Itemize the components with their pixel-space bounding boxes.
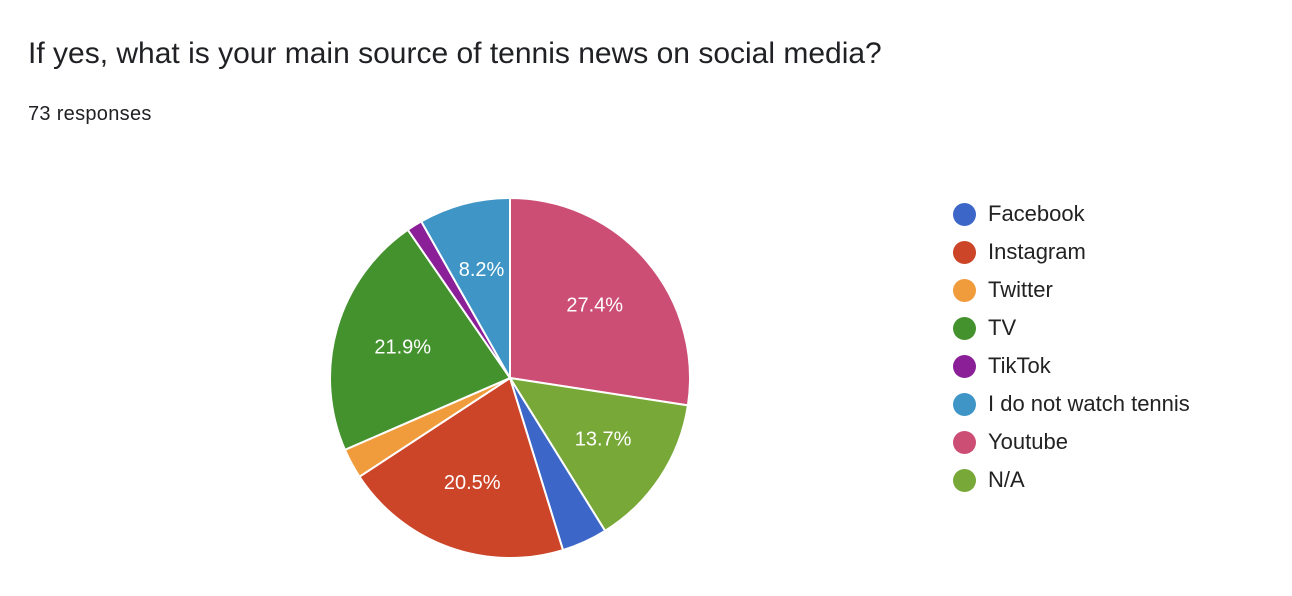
legend-swatch-icon [953,468,976,492]
legend-item-n-a[interactable]: N/A [953,461,1190,499]
legend-label: Facebook [988,201,1085,226]
response-count: 73 responses [28,103,152,125]
pie-slice-instagram[interactable] [358,377,564,559]
pie-slice-tv[interactable] [329,228,511,451]
legend-swatch-icon [953,278,976,302]
legend-label: TV [988,315,1017,340]
legend-swatch-icon [953,430,976,454]
legend-swatch-icon [953,392,976,416]
pie-slice-n-a[interactable] [509,377,689,532]
legend-item-youtube[interactable]: Youtube [953,423,1190,461]
legend-swatch-icon [953,202,976,226]
legend-label: Instagram [988,239,1086,264]
pie-label-n-a: 13.7% [575,429,632,451]
legend-label: Twitter [988,277,1053,302]
legend-item-tiktok[interactable]: TikTok [953,347,1190,385]
legend-swatch-icon [953,316,976,340]
chart-title: If yes, what is your main source of tenn… [28,37,882,70]
pie-slice-youtube[interactable] [509,197,691,407]
legend-item-i-do-not-watch-tennis[interactable]: I do not watch tennis [953,385,1190,423]
legend-item-instagram[interactable]: Instagram [953,233,1190,271]
pie-label-tv: 21.9% [374,336,431,358]
chart-legend: Facebook Instagram Twitter TV TikTok I do not… [953,195,1190,499]
legend-item-facebook[interactable]: Facebook [953,195,1190,233]
pie-label-i-do-not-watch-tennis: 8.2% [459,259,505,281]
legend-swatch-icon [953,354,976,378]
pie-label-instagram: 20.5% [444,472,501,494]
pie-slice-i-do-not-watch-tennis[interactable] [420,197,511,379]
legend-label: I do not watch tennis [988,391,1190,416]
legend-swatch-icon [953,240,976,264]
pie-label-youtube: 27.4% [566,294,623,316]
legend-item-twitter[interactable]: Twitter [953,271,1190,309]
legend-label: N/A [988,467,1025,492]
legend-label: Youtube [988,429,1068,454]
legend-label: TikTok [988,353,1051,378]
legend-item-tv[interactable]: TV [953,309,1190,347]
